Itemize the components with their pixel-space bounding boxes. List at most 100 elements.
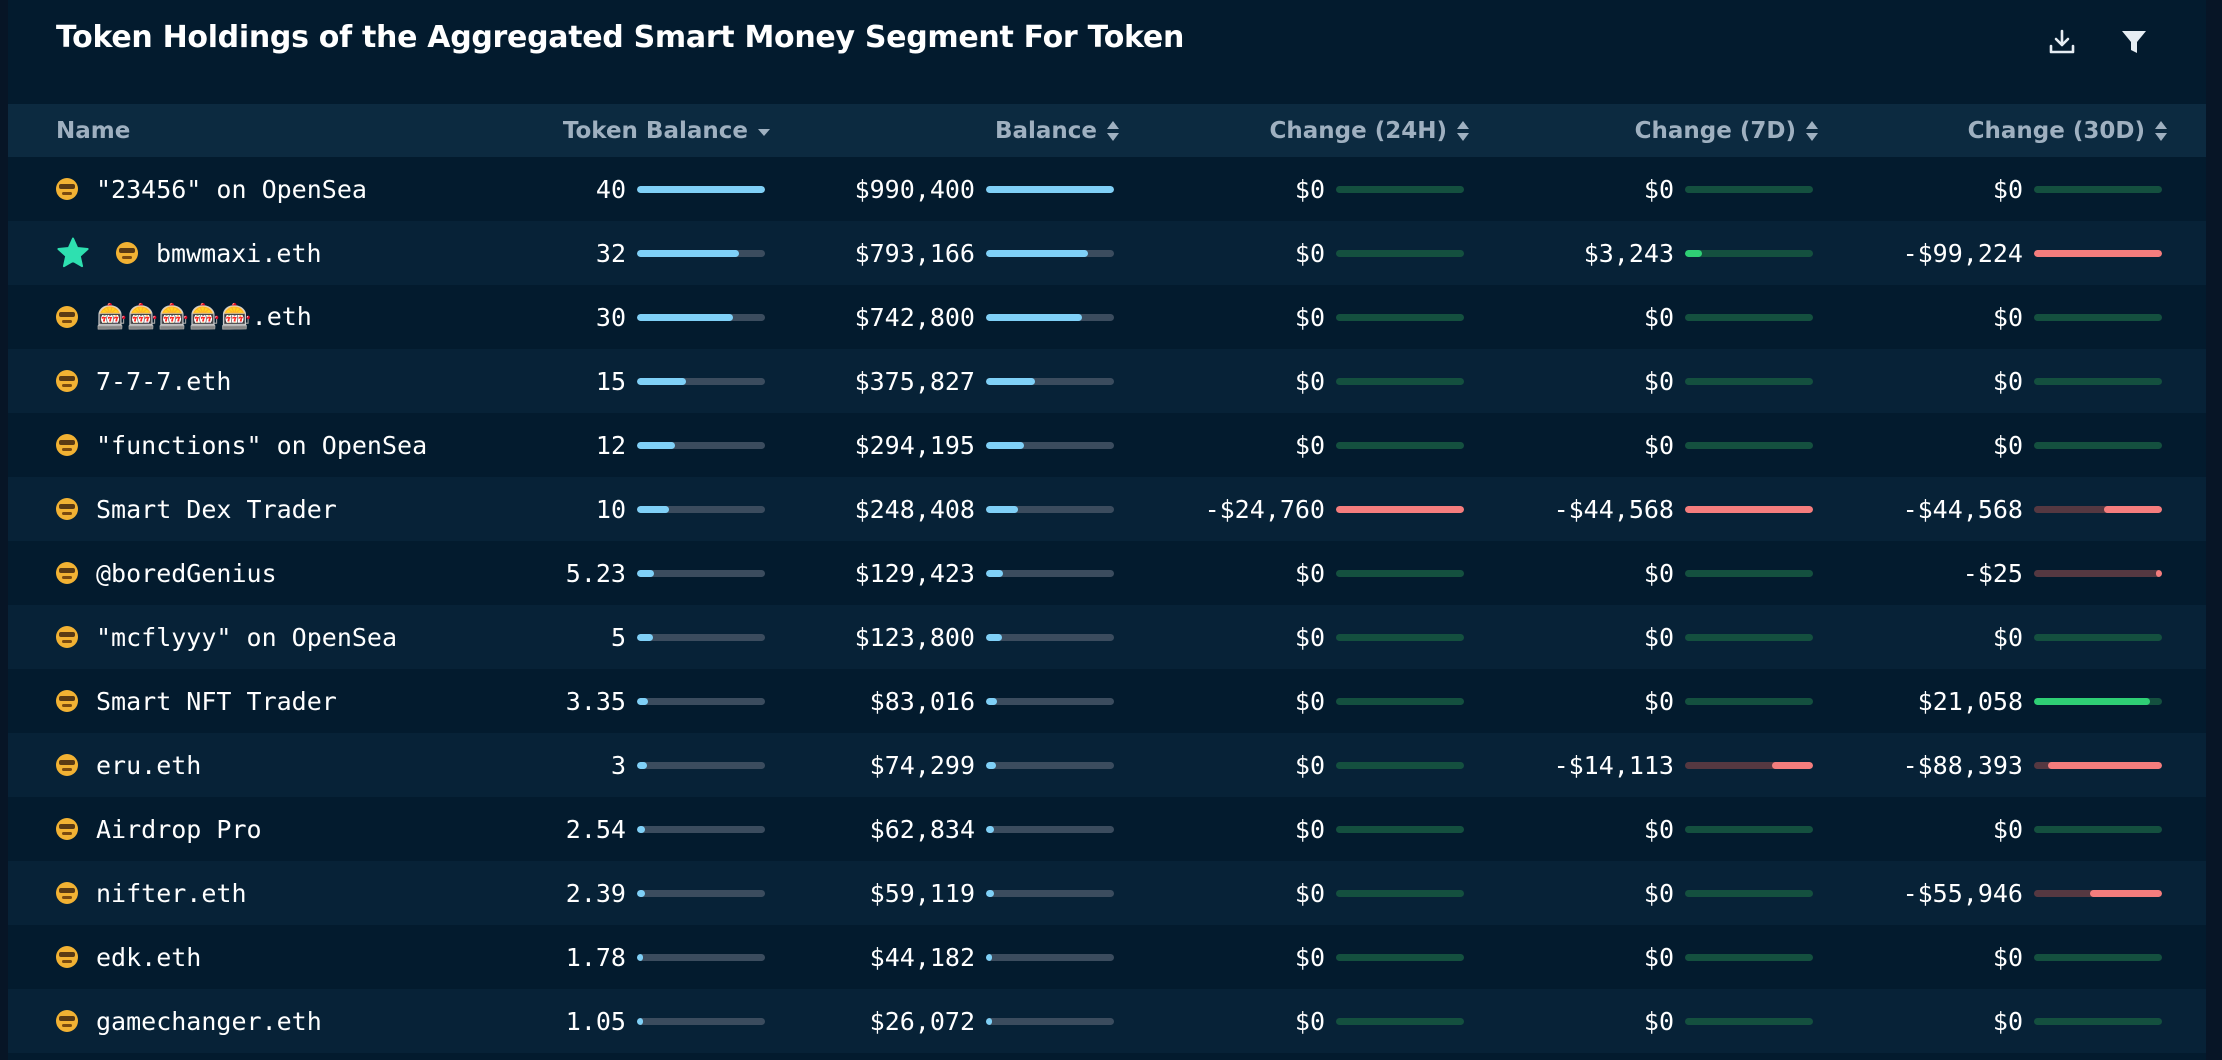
change-24h-bar (1336, 314, 1464, 321)
change-24h-bar-fill (1336, 506, 1464, 513)
page-title: Token Holdings of the Aggregated Smart M… (56, 20, 1185, 55)
nerd-face-icon (56, 1010, 78, 1032)
table-row[interactable]: Smart NFT Trader 3.35 $83,016 $0 $0 $21,058 (8, 669, 2206, 733)
cell-name[interactable]: bmwmaxi.eth (56, 221, 322, 285)
token-balance-bar-fill (637, 826, 645, 833)
cell-name[interactable]: "mcflyyy" on OpenSea (56, 605, 397, 669)
balance-bar (986, 634, 1114, 641)
balance-bar-fill (986, 442, 1024, 449)
change-30d-value: $0 (1992, 814, 2023, 844)
token-balance-value: 15 (595, 366, 626, 396)
change-24h-value: $0 (1294, 878, 1325, 908)
table-row[interactable]: edk.eth 1.78 $44,182 $0 $0 $0 (8, 925, 2206, 989)
change-24h-bar (1336, 378, 1464, 385)
balance-value: $62,834 (869, 814, 975, 844)
cell-name[interactable]: Airdrop Pro (56, 797, 262, 861)
change-30d-bar (2034, 634, 2162, 641)
table-row[interactable]: Smart Dex Trader 10 $248,408 -$24,760 -$44,5… (8, 477, 2206, 541)
change-7d-value: $0 (1643, 814, 1674, 844)
table-row[interactable]: nifter.eth 2.39 $59,119 $0 $0 -$55,946 (8, 861, 2206, 925)
cell-name[interactable]: nifter.eth (56, 861, 247, 925)
nerd-face-icon (56, 818, 78, 840)
change-30d-value: $0 (1992, 942, 2023, 972)
cell-name[interactable]: @boredGenius (56, 541, 277, 605)
star-icon[interactable] (56, 236, 90, 270)
entity-name: Airdrop Pro (96, 814, 262, 844)
table-row[interactable]: Airdrop Pro 2.54 $62,834 $0 $0 $0 (8, 797, 2206, 861)
cell-name[interactable]: eru.eth (56, 733, 201, 797)
token-balance-bar-fill (637, 314, 733, 321)
column-header-change-30d[interactable]: Change (30D) (1968, 104, 2169, 157)
cell-name[interactable]: "functions" on OpenSea (56, 413, 427, 477)
change-30d-value: $0 (1992, 174, 2023, 204)
table-row[interactable]: "mcflyyy" on OpenSea 5 $123,800 $0 $0 $0 (8, 605, 2206, 669)
token-balance-bar-fill (637, 186, 765, 193)
table-row[interactable]: eru.eth 3 $74,299 $0 -$14,113 -$88,393 (8, 733, 2206, 797)
column-header-change-24h[interactable]: Change (24H) (1270, 104, 1472, 157)
cell-name[interactable]: "23456" on OpenSea (56, 157, 367, 221)
change-30d-value: -$55,946 (1902, 878, 2023, 908)
change-7d-value: $0 (1643, 430, 1674, 460)
change-7d-value: $0 (1643, 1006, 1674, 1036)
change-7d-value: $0 (1643, 622, 1674, 652)
change-24h-value: $0 (1294, 366, 1325, 396)
token-balance-bar-fill (637, 954, 643, 961)
balance-value: $793,166 (854, 238, 975, 268)
balance-bar (986, 570, 1114, 577)
change-7d-value: $0 (1643, 878, 1674, 908)
change-7d-bar (1685, 378, 1813, 385)
token-balance-bar-fill (637, 698, 648, 705)
balance-bar-fill (986, 698, 997, 705)
download-button[interactable] (2042, 22, 2082, 62)
entity-name: "23456" on OpenSea (96, 174, 367, 204)
cell-name[interactable]: gamechanger.eth (56, 989, 322, 1053)
change-7d-bar (1685, 1018, 1813, 1025)
balance-bar-fill (986, 634, 1002, 641)
balance-bar (986, 378, 1114, 385)
table-row[interactable]: "functions" on OpenSea 12 $294,195 $0 $0 $0 (8, 413, 2206, 477)
cell-name[interactable]: Smart Dex Trader (56, 477, 337, 541)
change-30d-bar-fill (2104, 506, 2162, 513)
token-balance-bar-fill (637, 634, 653, 641)
nerd-face-icon (56, 562, 78, 584)
balance-bar-fill (986, 826, 994, 833)
table-row[interactable]: "23456" on OpenSea 40 $990,400 $0 $0 $0 (8, 157, 2206, 221)
token-balance-bar (637, 698, 765, 705)
cell-name[interactable]: 7-7-7.eth (56, 349, 231, 413)
change-30d-bar (2034, 506, 2162, 513)
token-balance-bar (637, 890, 765, 897)
table-row[interactable]: 🎰🎰🎰🎰🎰.eth 30 $742,800 $0 $0 $0 (8, 285, 2206, 349)
balance-bar-fill (986, 506, 1018, 513)
change-7d-bar (1685, 826, 1813, 833)
token-balance-value: 3.35 (565, 686, 626, 716)
cell-name[interactable]: 🎰🎰🎰🎰🎰.eth (56, 285, 312, 349)
cell-name[interactable]: edk.eth (56, 925, 201, 989)
column-header-name[interactable]: Name (56, 117, 131, 144)
table-row[interactable]: gamechanger.eth 1.05 $26,072 $0 $0 $0 (8, 989, 2206, 1053)
column-header-token-balance[interactable]: Token Balance (563, 104, 772, 157)
table-header: Name Token Balance Balance Change (24H) … (8, 104, 2206, 157)
filter-button[interactable] (2114, 22, 2154, 62)
entity-name: bmwmaxi.eth (156, 238, 322, 268)
balance-bar-fill (986, 890, 994, 897)
change-30d-value: -$44,568 (1902, 494, 2023, 524)
column-header-change-7d[interactable]: Change (7D) (1635, 104, 1820, 157)
cell-name[interactable]: Smart NFT Trader (56, 669, 337, 733)
table-row[interactable]: @boredGenius 5.23 $129,423 $0 $0 -$25 (8, 541, 2206, 605)
column-header-balance[interactable]: Balance (995, 104, 1121, 157)
token-balance-bar (637, 378, 765, 385)
balance-value: $59,119 (869, 878, 975, 908)
change-7d-value: $0 (1643, 686, 1674, 716)
change-24h-value: $0 (1294, 814, 1325, 844)
entity-name: @boredGenius (96, 558, 277, 588)
table-row[interactable]: bmwmaxi.eth 32 $793,166 $0 $3,243 -$99,224 (8, 221, 2206, 285)
change-30d-value: -$25 (1962, 558, 2023, 588)
table-row[interactable]: 7-7-7.eth 15 $375,827 $0 $0 $0 (8, 349, 2206, 413)
balance-value: $294,195 (854, 430, 975, 460)
balance-bar-fill (986, 186, 1114, 193)
token-balance-bar-fill (637, 890, 645, 897)
change-24h-bar (1336, 826, 1464, 833)
balance-bar (986, 506, 1114, 513)
change-7d-bar-fill (1685, 506, 1813, 513)
change-24h-value: $0 (1294, 558, 1325, 588)
